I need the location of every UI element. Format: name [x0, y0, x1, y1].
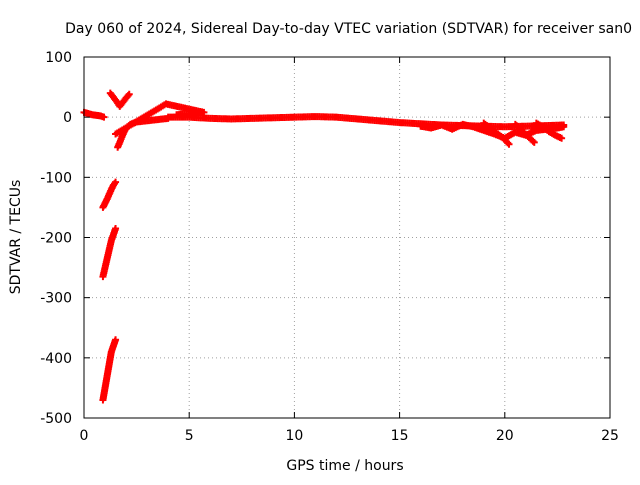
- series-late-scatter-2: [480, 119, 513, 148]
- series-late-scatter-3: [511, 120, 538, 146]
- data-point: [112, 178, 120, 186]
- y-tick-label: -200: [40, 231, 72, 247]
- data-point: [560, 123, 568, 131]
- data-point: [558, 134, 566, 142]
- x-tick-label: 5: [185, 428, 194, 444]
- grid: [84, 57, 610, 418]
- axes: 0 5 10 15 20 25 100 0 -100 -200 -300 -400 -500: [40, 50, 619, 444]
- data-point: [505, 140, 513, 148]
- y-axis-label: SDTVAR / TECUs: [8, 180, 24, 295]
- data-points: [80, 89, 568, 404]
- y-tick-label: 100: [45, 50, 72, 66]
- chart-title: Day 060 of 2024, Sidereal Day-to-day VTE…: [65, 21, 632, 37]
- data-point: [530, 138, 538, 146]
- x-tick-label: 0: [80, 428, 89, 444]
- data-point: [112, 224, 120, 232]
- x-tick-label: 15: [391, 428, 409, 444]
- series-late-scatter-4: [532, 119, 566, 142]
- data-point: [100, 113, 108, 121]
- x-tick-label: 10: [285, 428, 303, 444]
- y-tick-label: -500: [40, 411, 72, 427]
- data-point: [529, 137, 537, 145]
- y-tick-label: -300: [40, 291, 72, 307]
- y-tick-label: 0: [63, 110, 72, 126]
- series-steep-arc-3: [99, 178, 120, 211]
- y-tick-label: -400: [40, 351, 72, 367]
- data-point: [125, 90, 133, 98]
- series-early-spike: [106, 89, 133, 110]
- series-scatter-points: [112, 100, 208, 138]
- data-point: [112, 336, 120, 344]
- data-point: [124, 92, 132, 100]
- y-tick-label: -100: [40, 170, 72, 186]
- series-steep-arc-1: [99, 336, 120, 404]
- series-early-start: [80, 108, 108, 121]
- series-steep-arc-2: [99, 224, 120, 281]
- x-tick-label: 20: [496, 428, 514, 444]
- x-tick-label: 25: [601, 428, 619, 444]
- series-main-trend: [164, 113, 568, 131]
- data-point: [504, 139, 512, 147]
- x-axis-label: GPS time / hours: [286, 458, 403, 474]
- plot-frame: [83, 56, 611, 419]
